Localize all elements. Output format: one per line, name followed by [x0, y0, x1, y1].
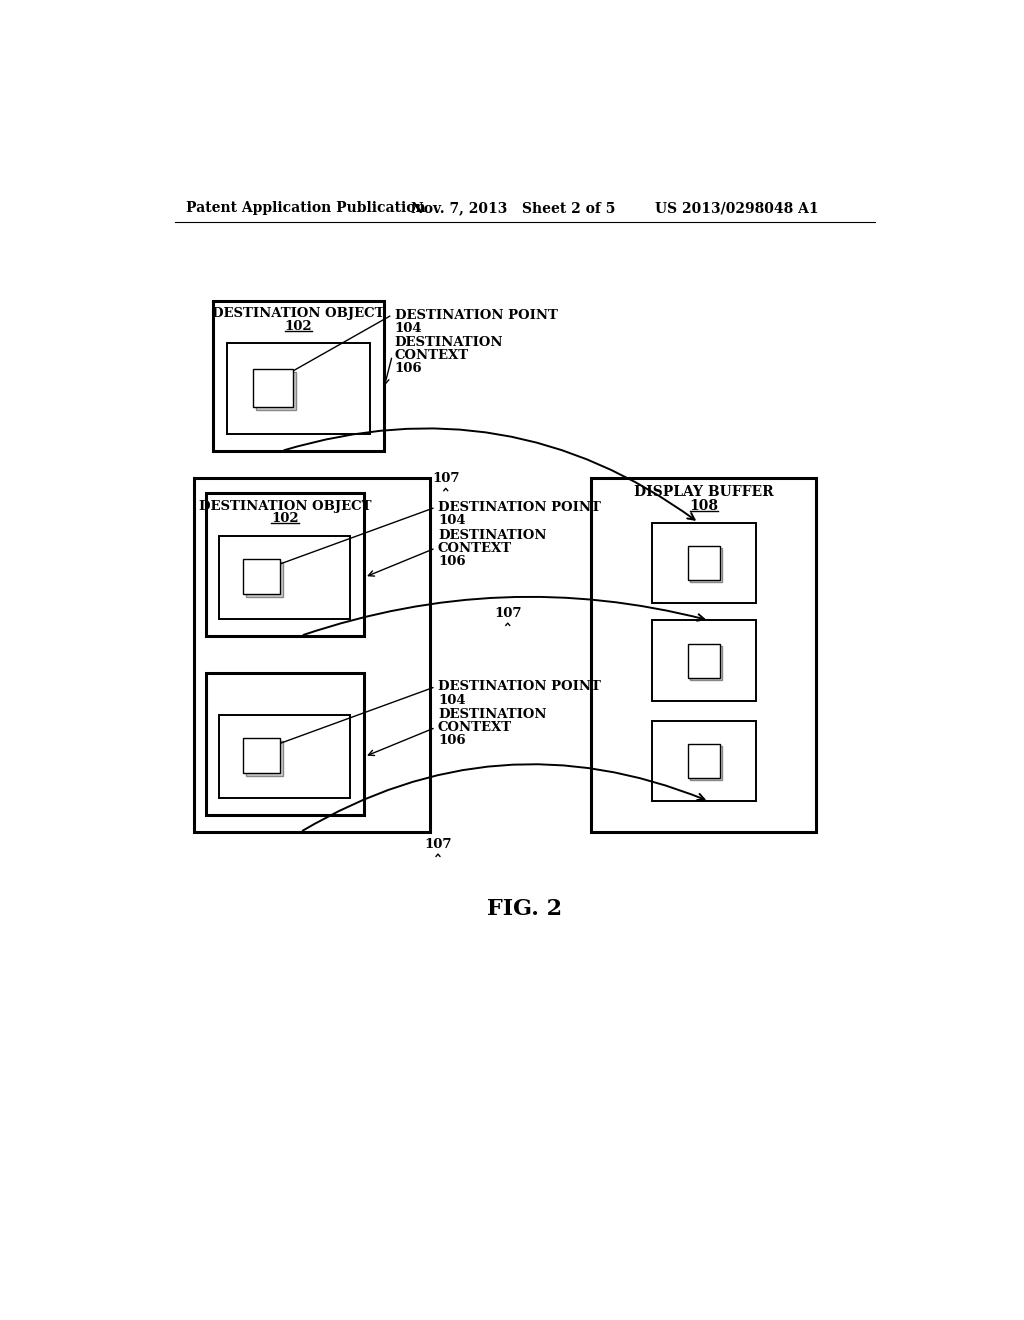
Text: DESTINATION OBJECT: DESTINATION OBJECT [212, 308, 385, 321]
Text: DESTINATION POINT: DESTINATION POINT [438, 681, 601, 693]
Bar [651, 523, 756, 603]
Text: CONTEXT: CONTEXT [394, 350, 469, 363]
Text: 102: 102 [271, 512, 299, 525]
Text: 107: 107 [424, 838, 452, 850]
Bar [206, 673, 365, 816]
Text: DESTINATION POINT: DESTINATION POINT [394, 309, 557, 322]
Bar [688, 546, 720, 579]
Text: 106: 106 [438, 734, 466, 747]
Bar [651, 721, 756, 801]
Bar [651, 620, 756, 701]
Bar [206, 494, 365, 636]
Bar [213, 301, 384, 451]
Bar [688, 744, 720, 777]
Text: DISPLAY BUFFER: DISPLAY BUFFER [634, 484, 774, 499]
Bar [194, 478, 430, 832]
Text: DESTINATION POINT: DESTINATION POINT [438, 502, 601, 513]
Bar [227, 343, 370, 434]
Bar [690, 746, 722, 780]
Bar [246, 562, 283, 597]
Text: CONTEXT: CONTEXT [438, 721, 512, 734]
Text: CONTEXT: CONTEXT [438, 543, 512, 554]
Bar [219, 715, 350, 799]
Text: 106: 106 [394, 363, 422, 375]
Bar [688, 644, 720, 677]
Text: 107: 107 [494, 607, 521, 619]
Text: Patent Application Publication: Patent Application Publication [186, 202, 426, 215]
Text: 104: 104 [394, 322, 422, 335]
Bar [690, 647, 722, 680]
Text: DESTINATION OBJECT: DESTINATION OBJECT [199, 500, 371, 513]
Bar [690, 548, 722, 582]
Bar [243, 558, 280, 594]
Text: 106: 106 [438, 554, 466, 568]
Bar [592, 478, 816, 832]
Bar [246, 742, 283, 776]
Text: 104: 104 [438, 693, 466, 706]
Text: DESTINATION: DESTINATION [438, 529, 547, 541]
Bar [256, 372, 296, 411]
Text: 102: 102 [285, 319, 312, 333]
Text: US 2013/0298048 A1: US 2013/0298048 A1 [655, 202, 818, 215]
Bar [253, 368, 293, 407]
Text: 108: 108 [689, 499, 718, 512]
Text: 104: 104 [438, 515, 466, 527]
Text: Nov. 7, 2013   Sheet 2 of 5: Nov. 7, 2013 Sheet 2 of 5 [411, 202, 615, 215]
Text: 107: 107 [432, 471, 460, 484]
Bar [243, 738, 280, 774]
Text: DESTINATION: DESTINATION [438, 708, 547, 721]
Bar [219, 536, 350, 619]
Text: DESTINATION: DESTINATION [394, 337, 503, 350]
Text: FIG. 2: FIG. 2 [487, 898, 562, 920]
